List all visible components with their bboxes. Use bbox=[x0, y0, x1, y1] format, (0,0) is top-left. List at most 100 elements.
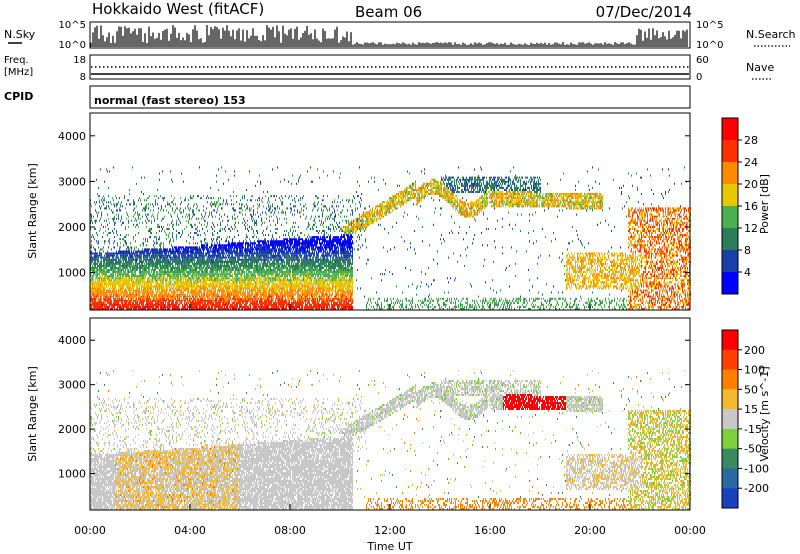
power-ytick-label-1: 2000 bbox=[58, 221, 86, 234]
velocity-xtick-label-0: 00:00 bbox=[74, 524, 106, 537]
nave-tick-top: 60 bbox=[696, 55, 709, 66]
power-ytick-label-2: 3000 bbox=[58, 175, 86, 188]
velocity-ytick-label-2: 3000 bbox=[58, 379, 86, 392]
power-cell-group-7 bbox=[120, 234, 353, 253]
velocity-colorbar-label-3: 15 bbox=[744, 403, 758, 416]
velocity-ytick-label-0: 1000 bbox=[58, 468, 86, 481]
velocity-colorbar-label-4: -15 bbox=[744, 423, 762, 436]
freq-tick-top: 18 bbox=[73, 55, 86, 66]
freq-strip: Freq. [MHz] 18 8 60 0 Nave bbox=[4, 54, 774, 83]
velocity-colorbar-swatch-4 bbox=[722, 409, 738, 430]
velocity-xlabel: Time UT bbox=[366, 540, 412, 553]
cpid-label: CPID bbox=[4, 90, 33, 103]
velocity-colorbar-swatch-1 bbox=[722, 349, 738, 371]
power-cell-group-3 bbox=[90, 178, 628, 310]
power-ylabel: Slant Range [km] bbox=[26, 163, 39, 259]
power-colorbar-label-1: 8 bbox=[744, 244, 751, 257]
power-cell-group-0 bbox=[90, 207, 691, 310]
velocity-colorbar-label: Velocity [m s^-1] bbox=[758, 366, 771, 461]
velocity-ytick-label-3: 4000 bbox=[58, 334, 86, 347]
nsearch-label: N.Search bbox=[746, 28, 796, 41]
power-colorbar-swatch-7 bbox=[722, 272, 738, 295]
velocity-colorbar-swatch-3 bbox=[722, 389, 738, 410]
power-colorbar: 4 8 12 16 20 24 28 bbox=[721, 117, 758, 295]
power-ytick-label-0: 1000 bbox=[58, 267, 86, 280]
velocity-colorbar: 200 100 50 15 -15 -50 -100 -200 bbox=[721, 329, 769, 509]
freq-label-line1: Freq. bbox=[4, 55, 29, 66]
figure-title: Hokkaido West (fitACF) bbox=[92, 0, 264, 18]
velocity-colorbar-label-0: 200 bbox=[744, 344, 765, 357]
noise-bars-path bbox=[90, 25, 688, 47]
velocity-xtick-label-2: 08:00 bbox=[274, 524, 306, 537]
velocity-colorbar-label-1: 100 bbox=[744, 364, 765, 377]
velocity-ylabel: Slant Range [km] bbox=[26, 366, 39, 462]
velocity-colorbar-label-6: -100 bbox=[744, 462, 769, 475]
nave-tick-bottom: 0 bbox=[696, 72, 702, 83]
velocity-colorbar-swatch-0 bbox=[722, 330, 738, 351]
velocity-colorbar-swatch-2 bbox=[722, 369, 738, 390]
power-colorbar-label-0: 4 bbox=[744, 266, 751, 279]
noise-strip-frame bbox=[89, 21, 691, 49]
velocity-colorbar-label-5: -50 bbox=[744, 443, 762, 456]
velocity-cell-group-2 bbox=[90, 372, 691, 510]
power-colorbar-label-3: 16 bbox=[744, 200, 758, 213]
cpid-strip-frame bbox=[89, 85, 691, 109]
velocity-colorbar-swatch-7 bbox=[722, 468, 738, 489]
velocity-y-axis: 1000 2000 3000 4000 bbox=[58, 334, 690, 481]
velocity-xtick-label-6: 00:00 bbox=[674, 524, 706, 537]
power-colorbar-label-4: 20 bbox=[744, 178, 758, 191]
power-y-axis: 1000 2000 3000 4000 bbox=[58, 130, 690, 280]
noise-tick-bottom-left: 10^0 bbox=[59, 40, 86, 51]
noise-bars bbox=[90, 25, 688, 47]
power-ytick-label-3: 4000 bbox=[58, 130, 86, 143]
velocity-xtick-label-5: 20:00 bbox=[574, 524, 606, 537]
freq-strip-frame bbox=[89, 54, 691, 80]
power-colorbar-swatch-1 bbox=[722, 140, 738, 163]
nsky-label: N.Sky bbox=[4, 28, 36, 41]
power-cell-group-2 bbox=[90, 178, 691, 310]
velocity-colorbar-swatch-5 bbox=[722, 428, 738, 450]
velocity-colorbar-swatch-6 bbox=[722, 448, 738, 469]
power-x-ticks bbox=[89, 304, 691, 310]
freq-label-line2: [MHz] bbox=[4, 67, 33, 78]
velocity-colorbar-swatch-8 bbox=[722, 488, 738, 509]
power-colorbar-swatch-0 bbox=[722, 118, 738, 141]
power-panel: 1000 2000 3000 4000 Slant Range [km] 4 8 12 16… bbox=[26, 112, 771, 311]
power-colorbar-swatch-4 bbox=[722, 206, 738, 229]
velocity-panel: 1000 2000 3000 4000 00:00 04:00 08:00 12:00 16:… bbox=[26, 317, 771, 553]
power-colorbar-label-5: 24 bbox=[744, 156, 758, 169]
cpid-text: normal (fast stereo) 153 bbox=[94, 94, 246, 107]
beam-label: Beam 06 bbox=[355, 3, 422, 21]
nave-label: Nave bbox=[746, 61, 774, 74]
freq-tick-bottom: 8 bbox=[80, 72, 86, 83]
velocity-xtick-label-1: 04:00 bbox=[174, 524, 206, 537]
velocity-cells bbox=[90, 370, 691, 510]
power-colorbar-label-2: 12 bbox=[744, 222, 758, 235]
power-colorbar-label-6: 28 bbox=[744, 134, 758, 147]
velocity-colorbar-frame bbox=[721, 329, 739, 509]
power-cells bbox=[90, 166, 691, 310]
velocity-cell-group-0 bbox=[90, 370, 691, 510]
velocity-cell-group-1 bbox=[90, 372, 691, 510]
noise-tick-bottom-right: 10^0 bbox=[696, 40, 723, 51]
power-colorbar-label: Power [dB] bbox=[758, 174, 771, 234]
velocity-x-axis: 00:00 04:00 08:00 12:00 16:00 20:00 00:00 bbox=[74, 504, 706, 537]
power-colorbar-swatch-6 bbox=[722, 250, 738, 273]
power-colorbar-swatch-2 bbox=[722, 162, 738, 185]
velocity-xtick-label-4: 16:00 bbox=[474, 524, 506, 537]
noise-tick-top-left: 10^5 bbox=[59, 20, 86, 31]
velocity-colorbar-label-7: -200 bbox=[744, 482, 769, 495]
velocity-xtick-label-3: 12:00 bbox=[374, 524, 406, 537]
noise-strip: N.Sky 10^5 10^0 10^5 10^0 N.Search bbox=[4, 20, 796, 51]
power-colorbar-swatch-5 bbox=[722, 228, 738, 251]
cpid-strip: CPID normal (fast stereo) 153 bbox=[4, 85, 691, 109]
power-cell-group-1 bbox=[90, 178, 691, 310]
power-cell-group-6 bbox=[91, 303, 353, 310]
velocity-cell-group-5 bbox=[503, 394, 566, 410]
velocity-colorbar-label-2: 50 bbox=[744, 383, 758, 396]
power-colorbar-swatch-3 bbox=[722, 184, 738, 207]
velocity-ytick-label-1: 2000 bbox=[58, 423, 86, 436]
noise-tick-top-right: 10^5 bbox=[696, 20, 723, 31]
date-label: 07/Dec/2014 bbox=[596, 3, 692, 21]
